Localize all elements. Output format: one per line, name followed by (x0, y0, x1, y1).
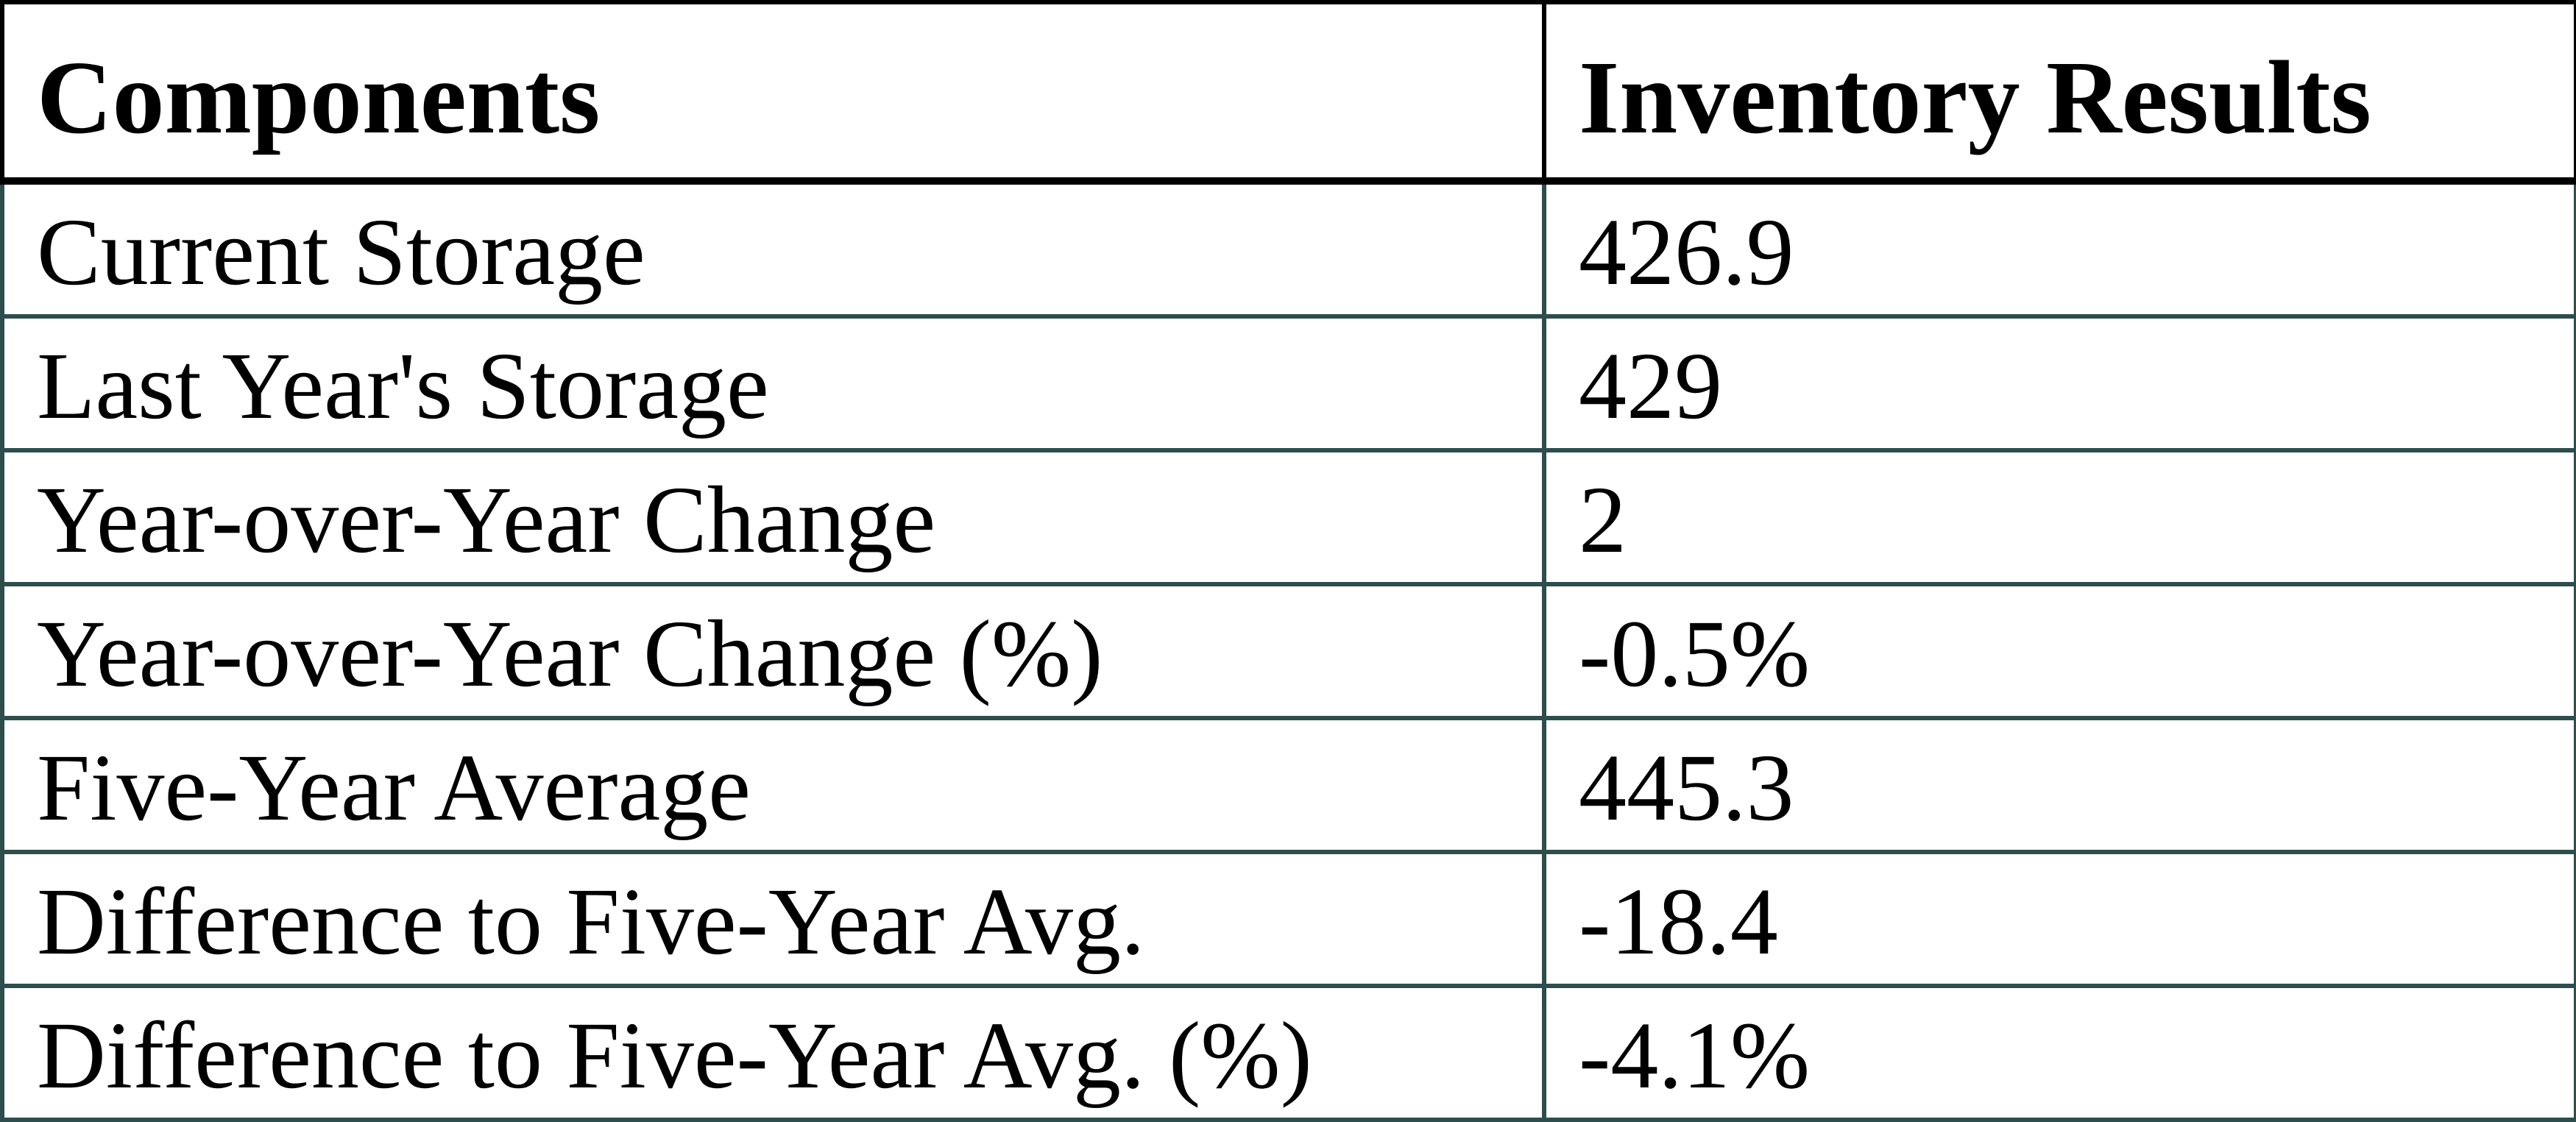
table-row: Difference to Five-Year Avg. (%) -4.1% (0, 984, 2576, 1122)
inventory-value-cell: -4.1% (1542, 984, 2576, 1122)
component-label-cell: Last Year's Storage (0, 314, 1546, 452)
header-row: Components Inventory Results (0, 0, 2576, 185)
component-label-cell: Five-Year Average (0, 716, 1546, 854)
table-row: Year-over-Year Change (%) -0.5% (0, 582, 2576, 720)
column-header-components: Components (0, 0, 1546, 185)
inventory-value-cell: -0.5% (1542, 582, 2576, 720)
inventory-value-cell: 2 (1542, 448, 2576, 586)
inventory-value-cell: 426.9 (1542, 179, 2576, 319)
component-label-cell: Year-over-Year Change (%) (0, 582, 1546, 720)
component-label-cell: Difference to Five-Year Avg. (%) (0, 984, 1546, 1122)
table-row: Difference to Five-Year Avg. -18.4 (0, 850, 2576, 988)
column-header-inventory-results: Inventory Results (1542, 0, 2576, 185)
table-row: Last Year's Storage 429 (0, 314, 2576, 452)
table-row: Five-Year Average 445.3 (0, 716, 2576, 854)
inventory-value-cell: -18.4 (1542, 850, 2576, 988)
table-row: Year-over-Year Change 2 (0, 448, 2576, 586)
component-label-cell: Year-over-Year Change (0, 448, 1546, 586)
table-row: Current Storage 426.9 (0, 179, 2576, 319)
inventory-value-cell: 429 (1542, 314, 2576, 452)
component-label-cell: Current Storage (0, 179, 1546, 319)
inventory-value-cell: 445.3 (1542, 716, 2576, 854)
component-label-cell: Difference to Five-Year Avg. (0, 850, 1546, 988)
